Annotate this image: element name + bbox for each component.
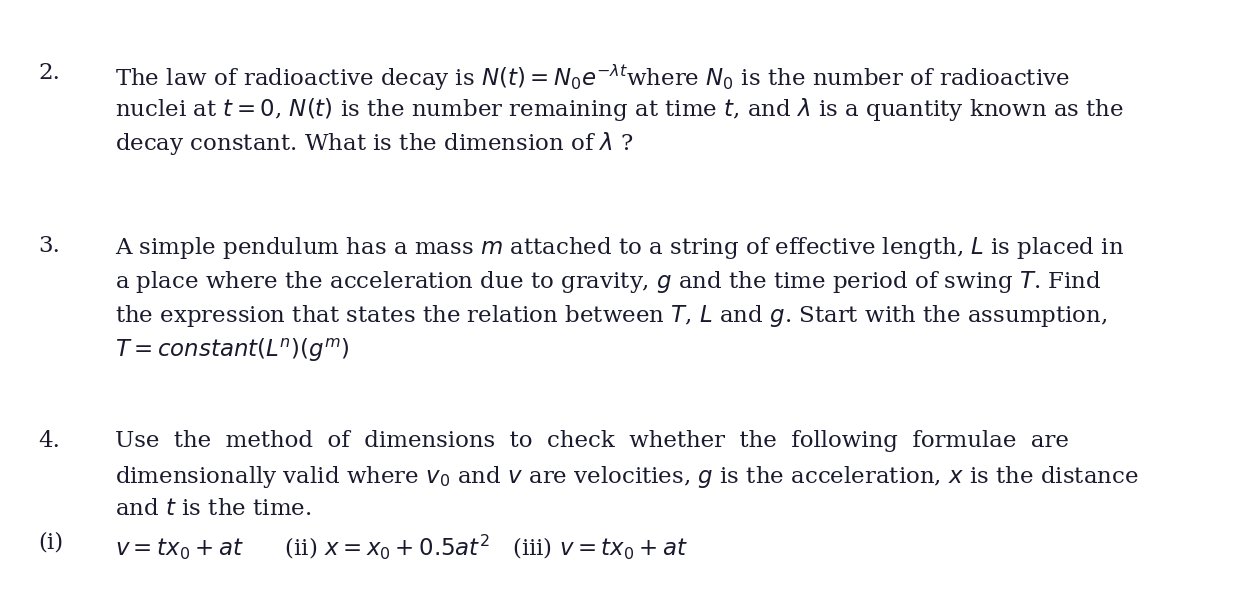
Text: 4.: 4. bbox=[37, 430, 60, 452]
Text: A simple pendulum has a mass $m$ attached to a string of effective length, $L$ i: A simple pendulum has a mass $m$ attache… bbox=[115, 235, 1124, 261]
Text: decay constant. What is the dimension of $\lambda$ ?: decay constant. What is the dimension of… bbox=[115, 130, 634, 157]
Text: and $t$ is the time.: and $t$ is the time. bbox=[115, 498, 312, 520]
Text: dimensionally valid where $v_0$ and $v$ are velocities, $g$ is the acceleration,: dimensionally valid where $v_0$ and $v$ … bbox=[115, 464, 1138, 490]
Text: The law of radioactive decay is $N(t) = N_0e^{-\lambda t}$where $N_0$ is the num: The law of radioactive decay is $N(t) = … bbox=[115, 62, 1070, 92]
Text: nuclei at $t = 0$, $N(t)$ is the number remaining at time $t$, and $\lambda$ is : nuclei at $t = 0$, $N(t)$ is the number … bbox=[115, 96, 1124, 123]
Text: $v = tx_0 + at$      (ii) $x = x_0 + 0.5at^2$   (iii) $v = tx_0 + at$: $v = tx_0 + at$ (ii) $x = x_0 + 0.5at^2$… bbox=[115, 532, 688, 561]
Text: 3.: 3. bbox=[37, 235, 60, 257]
Text: Use  the  method  of  dimensions  to  check  whether  the  following  formulae  : Use the method of dimensions to check wh… bbox=[115, 430, 1068, 452]
Text: a place where the acceleration due to gravity, $g$ and the time period of swing : a place where the acceleration due to gr… bbox=[115, 269, 1102, 295]
Text: the expression that states the relation between $T$, $L$ and $g$. Start with the: the expression that states the relation … bbox=[115, 303, 1107, 329]
Text: $T = constant(L^n)(g^m)$: $T = constant(L^n)(g^m)$ bbox=[115, 337, 349, 364]
Text: (i): (i) bbox=[37, 532, 64, 554]
Text: 2.: 2. bbox=[37, 62, 60, 84]
